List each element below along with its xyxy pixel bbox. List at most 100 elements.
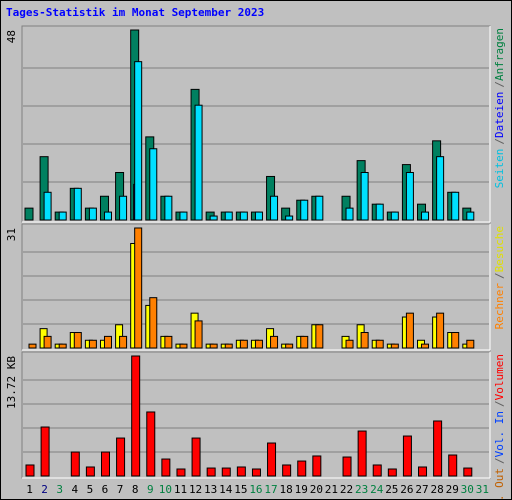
bar [421,343,430,349]
side-label: Seiten/Dateien/Anfragen [493,28,506,188]
bar [146,411,156,477]
bar [345,207,354,221]
bar [300,335,309,349]
side-label-part: Seiten [493,149,506,189]
x-tick-label: 13 [204,483,217,496]
x-tick-label: 26 [400,483,413,496]
y-tick-label: 31 [5,228,18,241]
bar [267,442,277,477]
bar [375,203,384,221]
bar [312,455,322,477]
bar [88,339,97,349]
bar [194,104,203,221]
panel [21,25,491,223]
bar [360,172,369,221]
bar [206,467,216,477]
bar [451,332,460,349]
bar [387,468,397,477]
x-tick-label: 15 [234,483,247,496]
bar [88,207,97,221]
bar [43,335,52,349]
bar [436,156,445,221]
bar [149,297,158,349]
x-tick-label: 20 [310,483,323,496]
separator: / [493,81,506,88]
bar [176,468,186,477]
y-tick-label: 13.72 KB [5,356,18,409]
bar [24,207,34,221]
bar [58,343,67,349]
side-label-part: Besuche [493,226,506,272]
bar [191,437,201,477]
bar [224,211,233,221]
bar [224,343,233,349]
bar [357,430,367,477]
panel [21,351,491,479]
bar [70,451,80,477]
x-tick-label: 3 [56,483,63,496]
bar [418,466,428,477]
bar [103,211,112,221]
bar [179,211,188,221]
bar [239,339,248,349]
bar [315,195,324,221]
x-tick-label: 7 [117,483,124,496]
bar [360,332,369,349]
x-tick-label: 19 [295,483,308,496]
bar [73,187,82,221]
bar [270,195,279,221]
bar [239,211,248,221]
bar [285,343,294,349]
x-tick-label: 18 [280,483,293,496]
bar [209,343,218,349]
side-label: Vol. Out/Vol. In/Volumen [493,354,506,500]
x-tick-label: 4 [71,483,78,496]
bar [254,339,263,349]
bar [119,195,128,221]
panel [21,223,491,351]
bar [28,343,37,349]
bar [85,466,95,477]
bar [103,335,112,349]
x-tick-label: 25 [385,483,398,496]
bar [285,215,294,221]
bar [402,435,412,477]
x-tick-label: 17 [264,483,277,496]
x-tick-label: 10 [159,483,172,496]
bar [40,426,50,477]
bar [405,312,414,349]
bar [451,191,460,221]
x-tick-label: 1 [26,483,33,496]
bar [372,464,382,477]
x-tick-label: 5 [87,483,94,496]
side-label-part: Rechner [493,283,506,330]
bar [345,339,354,349]
bar [149,148,158,221]
bar [375,339,384,349]
bar [164,335,173,349]
bar [209,215,218,221]
x-tick-label: 2 [41,483,48,496]
x-tick-label: 21 [325,483,338,496]
bar [466,211,475,221]
side-label-part: Vol. Out [493,468,506,500]
bar [131,355,141,477]
bar [282,464,292,477]
bar [236,466,246,477]
bar [436,312,445,349]
x-tick-label: 31 [476,483,489,496]
separator: / [493,272,506,279]
x-tick-label: 9 [147,483,154,496]
separator: / [493,138,506,145]
x-tick-label: 23 [355,483,368,496]
side-label-part: Vol. In [493,411,506,457]
bar [254,211,263,221]
bar [405,172,414,221]
x-tick-label: 11 [174,483,187,496]
x-tick-label: 24 [370,483,384,496]
bar [421,211,430,221]
bar [390,211,399,221]
x-tick-label: 6 [102,483,109,496]
bar [116,437,126,477]
bar [43,191,52,221]
